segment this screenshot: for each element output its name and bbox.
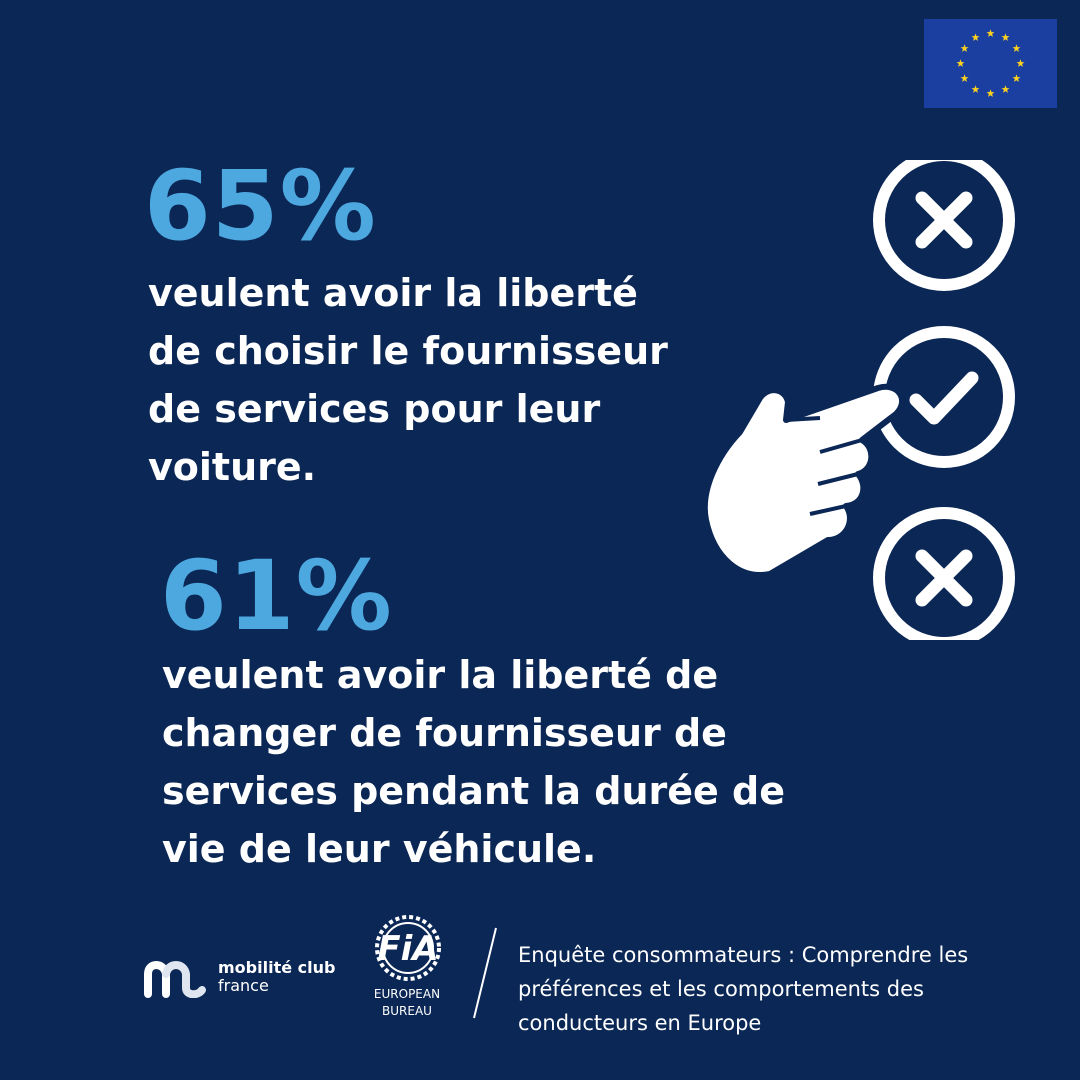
fia-sub-line1: EUROPEAN bbox=[373, 987, 441, 1001]
fia-european-bureau-label: EUROPEAN BUREAU bbox=[352, 986, 462, 1020]
fia-logo: FiA bbox=[375, 915, 441, 981]
eu-star-icon bbox=[1016, 59, 1025, 67]
eu-star-icon bbox=[1001, 85, 1010, 93]
mobilite-club-sub: france bbox=[218, 976, 269, 995]
survey-title: Enquête consommateurs : Comprendre les p… bbox=[518, 943, 969, 1035]
mobilite-club-mark-icon bbox=[144, 961, 206, 998]
fia-sub-line2: BUREAU bbox=[382, 1004, 432, 1018]
fia-wordmark: FiA bbox=[377, 929, 438, 969]
mobilite-club-name: mobilité club bbox=[218, 958, 336, 977]
pointing-hand-icon bbox=[701, 383, 905, 578]
eu-star-icon bbox=[1012, 44, 1021, 52]
stat-description-1: veulent avoir la liberté de choisir le f… bbox=[148, 271, 668, 489]
stat-percent-65: 65% bbox=[144, 150, 377, 262]
eu-star-icon bbox=[960, 74, 969, 82]
eu-star-icon bbox=[960, 44, 969, 52]
x-circle-icon bbox=[873, 507, 1015, 640]
x-circle-icon bbox=[873, 160, 1015, 291]
eu-star-icon bbox=[1012, 74, 1021, 82]
stat-percent-61: 61% bbox=[160, 540, 393, 652]
eu-star-icon bbox=[956, 59, 965, 67]
eu-star-icon bbox=[986, 89, 995, 97]
eu-star-icon bbox=[986, 29, 995, 37]
choice-illustration bbox=[701, 160, 1015, 640]
stat-description-2: veulent avoir la liberté de changer de f… bbox=[162, 653, 786, 871]
eu-star-icon bbox=[971, 33, 980, 41]
eu-flag-icon bbox=[924, 19, 1057, 108]
footer-divider bbox=[473, 927, 497, 1019]
eu-star-icon bbox=[971, 85, 980, 93]
eu-star-icon bbox=[1001, 33, 1010, 41]
